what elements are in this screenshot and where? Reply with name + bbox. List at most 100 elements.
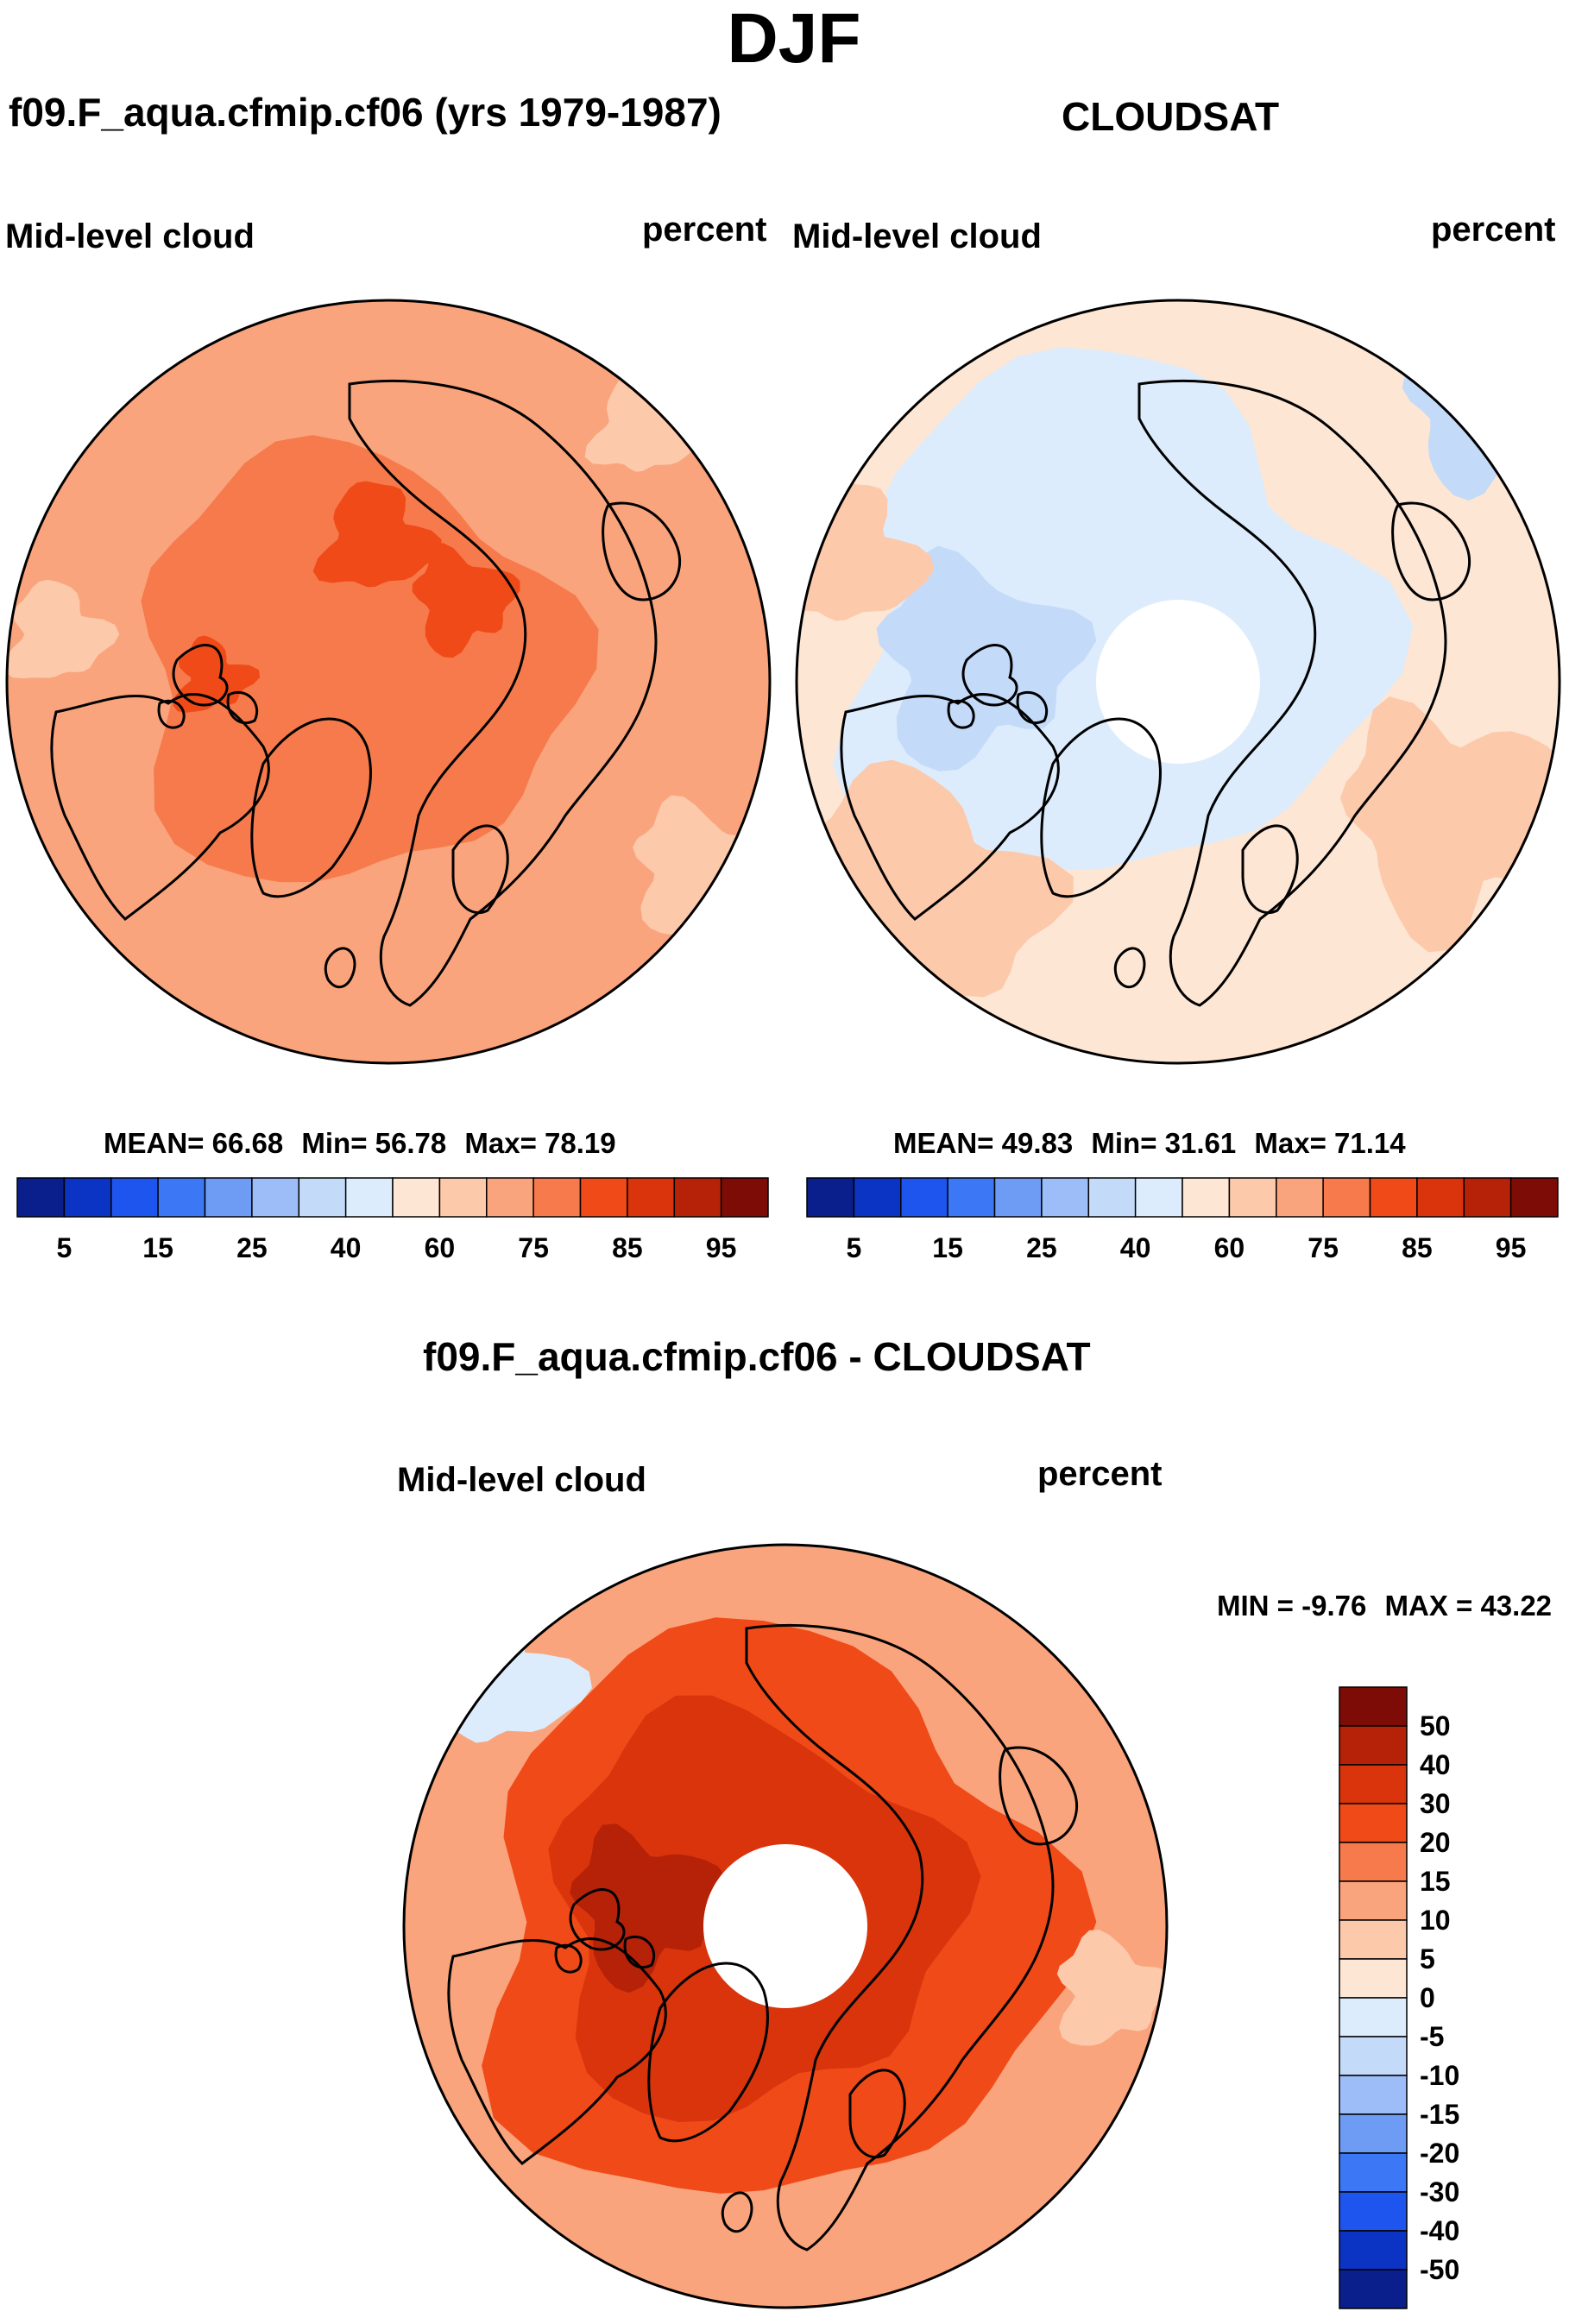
- panel1-colorbar-tick: 60: [425, 1232, 456, 1263]
- panel2-colorbar-tick: 60: [1214, 1232, 1245, 1263]
- panel3-map-border: [402, 1543, 1169, 2309]
- panel1-max: 78.19: [545, 1127, 616, 1159]
- panel1-max-label: Max=: [464, 1127, 537, 1159]
- panel3-min-label: MIN =: [1217, 1590, 1294, 1622]
- panel1-colorbar-box: [532, 1177, 582, 1218]
- panel2-colorbar-box: [1416, 1177, 1465, 1218]
- panel2-coastline-scandinavia: [1241, 824, 1299, 914]
- panel1-coastline-archipelago: [157, 644, 259, 729]
- panel1-colorbar-tick: 25: [236, 1232, 268, 1263]
- panel3-colorbar-tick: -20: [1420, 2138, 1459, 2169]
- panel1-colorbar-tick: 75: [518, 1232, 549, 1263]
- panel3-colorbar-tick: 20: [1420, 1827, 1451, 1858]
- panel2-colorbar-tick: 40: [1120, 1232, 1151, 1263]
- panel2-colorbar-tick: 95: [1496, 1232, 1527, 1263]
- panel2-colorbar-box: [947, 1177, 996, 1218]
- panel1-coastline-north-america: [50, 693, 270, 921]
- panel3-colorbar-box: [1339, 1764, 1408, 1804]
- panel2-colorbar-tick: 15: [932, 1232, 963, 1263]
- panel1-colorbar-box: [110, 1177, 159, 1218]
- panel3-coastline-eurasia: [745, 1624, 1055, 2252]
- panel3-max: 43.22: [1480, 1590, 1553, 1622]
- figure-title: DJF: [727, 0, 861, 78]
- panel1-coastline-scandinavia: [451, 824, 509, 914]
- panel2-colorbar-tick: 85: [1402, 1232, 1433, 1263]
- panel3-region-patch: [1056, 1930, 1167, 2046]
- panel1-title: f09.F_aqua.cfmip.cf06 (yrs 1979-1987): [9, 90, 722, 135]
- panel2-coastline-eurasia: [1137, 380, 1447, 1007]
- panel2-colorbar-box: [1228, 1177, 1277, 1218]
- panel3-coastlines: [447, 1624, 1079, 2252]
- panel1-colorbar-box: [720, 1177, 769, 1218]
- panel3-coastline-archipelago: [554, 1888, 656, 1974]
- panel3-colorbar-tick: 10: [1420, 1905, 1451, 1936]
- panel2-max: 71.14: [1334, 1127, 1406, 1159]
- panel1-colorbar-box: [579, 1177, 628, 1218]
- panel1-region-patches: [7, 579, 120, 679]
- panel3-colorbar-tick: 50: [1420, 1710, 1451, 1741]
- panel3-colorbar-box: [1339, 2113, 1408, 2154]
- panel2-coastlines: [840, 380, 1471, 1007]
- panel1-right-label: percent: [642, 211, 767, 249]
- panel2-min: 31.61: [1164, 1127, 1237, 1159]
- panel3-colorbar-box: [1339, 1919, 1408, 1960]
- panel1-colorbar-box: [63, 1177, 112, 1218]
- panel2-colorbar-box: [1041, 1177, 1090, 1218]
- panel2-right-label: percent: [1431, 211, 1556, 249]
- panel3-colorbar-tick: 0: [1420, 1982, 1435, 2013]
- panel1-colorbar-tick: 85: [612, 1232, 643, 1263]
- panel3-coastline-british-isles: [721, 2191, 753, 2233]
- panel3-colorbar-box: [1339, 2269, 1408, 2309]
- panel3-colorbar-box: [1339, 2230, 1408, 2270]
- panel3-max-label: MAX =: [1384, 1590, 1473, 1622]
- panel2-coastline-north-america: [840, 693, 1060, 921]
- panel3-colorbar-box: [1339, 1686, 1408, 1727]
- panel1-field: [7, 300, 770, 1063]
- panel1-left-label: Mid-level cloud: [5, 217, 255, 255]
- panel3-field: [404, 1545, 1167, 2308]
- panel1-colorbar-tick: 95: [706, 1232, 737, 1263]
- panel1-colorbar-tick: 15: [142, 1232, 173, 1263]
- panel2-map-border: [795, 299, 1561, 1065]
- panel1-coastline-alaska: [602, 501, 682, 601]
- panel1-region-local-maxima: [312, 481, 442, 588]
- panel3-colorbar-tick: 40: [1420, 1749, 1451, 1780]
- panel2-colorbar-tick: 75: [1308, 1232, 1339, 1263]
- panel1-region-central-arctic: [141, 435, 599, 883]
- panel1-colorbar-tick: 5: [57, 1232, 72, 1263]
- panel2-coastline-archipelago: [947, 644, 1049, 729]
- panel1-colorbar-box: [157, 1177, 206, 1218]
- panel1-map-border: [5, 299, 772, 1065]
- panel2-mean-label: MEAN=: [893, 1127, 994, 1159]
- panel3-colorbar-box: [1339, 1958, 1408, 1999]
- panel1-mean-label: MEAN=: [104, 1127, 205, 1159]
- panel3-region-archipelago-max: [570, 1823, 727, 1993]
- panel3-title: f09.F_aqua.cfmip.cf06 - CLOUDSAT: [423, 1334, 1091, 1379]
- panel2-coastline-greenland: [1040, 717, 1162, 898]
- panel2-colorbar-box: [1276, 1177, 1324, 1218]
- panel3-colorbar-box: [1339, 1880, 1408, 1921]
- panel2-colorbar-box: [993, 1177, 1043, 1218]
- panel3-colorbar-tick: -10: [1420, 2060, 1459, 2091]
- panel1-colorbar-box: [438, 1177, 488, 1218]
- panel3-colorbar-tick: -50: [1420, 2254, 1459, 2285]
- panel1-colorbar-box: [204, 1177, 253, 1218]
- panel2-missing-polar-cap: [1096, 600, 1260, 764]
- panel3-colorbar-tick: 15: [1420, 1866, 1451, 1897]
- panel3-colorbar-box: [1339, 2075, 1408, 2115]
- panel1-map: [5, 299, 772, 1065]
- panel1-colorbar-box: [673, 1177, 722, 1218]
- panel2-colorbar-box: [853, 1177, 902, 1218]
- panel1-colorbar-box: [344, 1177, 394, 1218]
- panel2-min-label: Min=: [1091, 1127, 1157, 1159]
- panel1-mean: 66.68: [211, 1127, 284, 1159]
- panel2-title: CLOUDSAT: [1062, 94, 1280, 139]
- panel1-min-label: Min=: [301, 1127, 368, 1159]
- panel1-colorbar: 5 15 25 40 60 75 85 95: [16, 1177, 769, 1263]
- panel3-colorbar-tick: -30: [1420, 2176, 1459, 2207]
- panel2-map: [795, 299, 1561, 1065]
- panel2-colorbar-box: [1322, 1177, 1371, 1218]
- panel1-coastlines: [50, 380, 682, 1007]
- panel1-region-local-maxima: [412, 543, 520, 658]
- panel1-colorbar-tick: 40: [331, 1232, 362, 1263]
